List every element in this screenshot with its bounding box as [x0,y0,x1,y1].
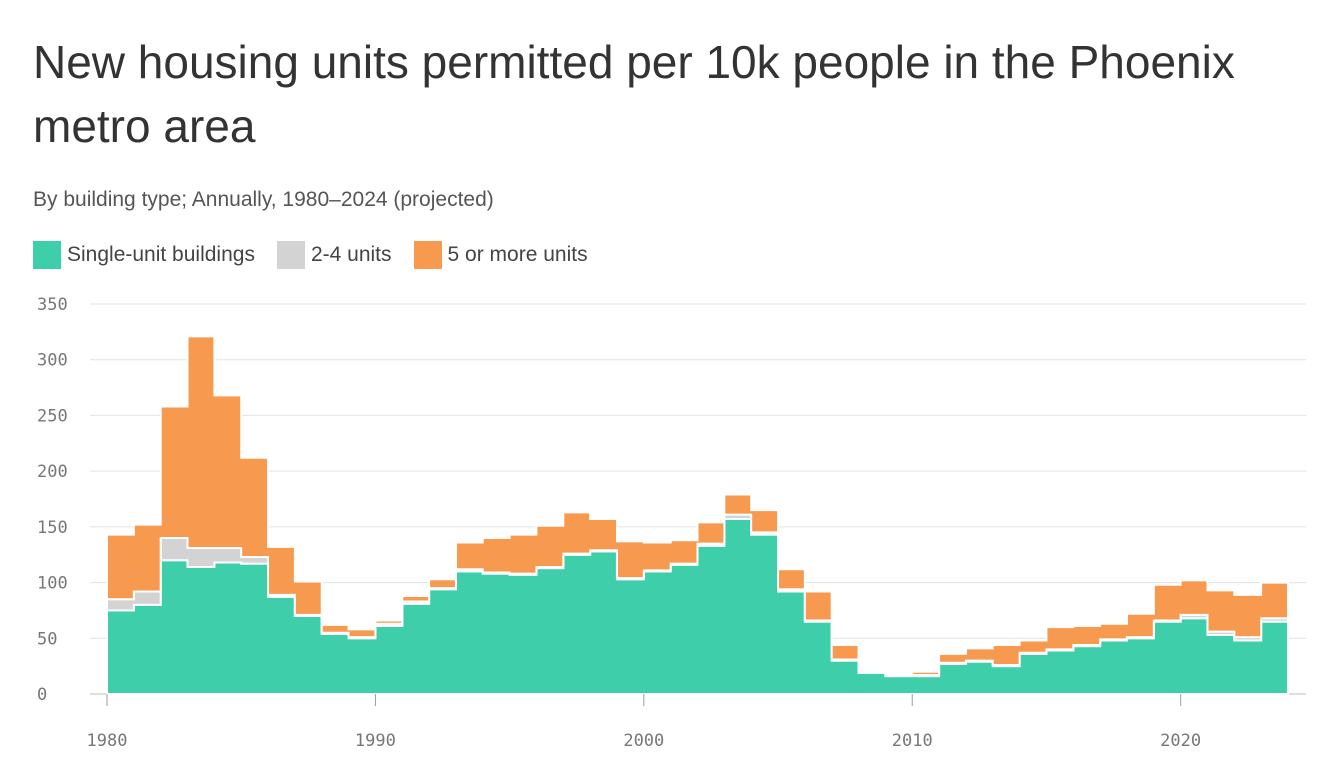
x-tick-label: 1980 [87,731,128,751]
x-tick-label: 2000 [623,731,664,751]
y-axis: 0 50 100 150 200 250 300 350 [37,295,68,705]
y-tick-label: 100 [37,574,68,594]
series-areas [106,335,1289,695]
legend-item-5-or-more: 5 or more units [413,241,588,269]
x-tick-label: 2010 [892,731,933,751]
x-tick-label: 1990 [355,731,396,751]
chart-title: New housing units permitted per 10k peop… [33,36,1235,152]
y-tick-label: 50 [37,629,57,649]
y-tick-label: 300 [37,351,68,371]
legend-swatch-5-or-more [413,241,442,269]
chart-subtitle: By building type; Annually, 1980–2024 (p… [33,188,494,211]
legend-label-2-4-units: 2-4 units [310,243,392,266]
y-tick-label: 0 [37,685,47,705]
legend-label-single-unit: Single-unit buildings [67,243,255,266]
legend-item-2-4-units: 2-4 units [276,241,392,269]
x-tick-label: 2020 [1160,731,1201,751]
y-tick-label: 350 [37,295,68,315]
series-area-5-or-more-units [106,335,1289,677]
y-tick-label: 250 [37,406,68,426]
legend-label-5-or-more: 5 or more units [447,243,588,266]
legend-swatch-2-4-units [276,241,305,269]
y-tick-label: 150 [37,518,68,538]
x-axis: 1980 1990 2000 2010 2020 [87,694,1201,751]
legend-swatch-single-unit [33,241,61,269]
legend-item-single-unit: Single-unit buildings [33,241,255,269]
legend: Single-unit buildings 2-4 units 5 or mor… [33,241,610,269]
y-tick-label: 200 [37,462,68,482]
